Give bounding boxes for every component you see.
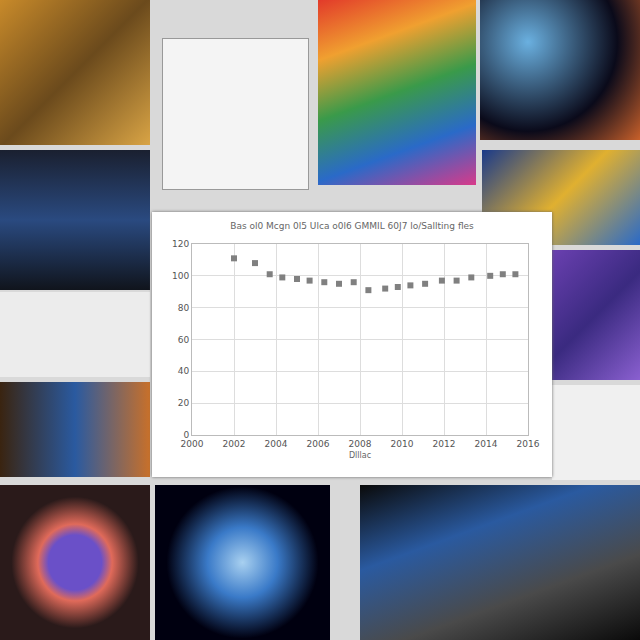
svg-text:20: 20 bbox=[178, 398, 190, 408]
svg-text:40: 40 bbox=[178, 366, 190, 376]
svg-text:2016: 2016 bbox=[517, 439, 540, 449]
svg-text:2010: 2010 bbox=[391, 439, 414, 449]
svg-text:Bas ol0 Mcgn 0l5 Ulca o0l6 GMM: Bas ol0 Mcgn 0l5 Ulca o0l6 GMMIL 60J7 lo… bbox=[230, 221, 474, 231]
svg-text:120: 120 bbox=[172, 239, 189, 249]
svg-text:2008: 2008 bbox=[349, 439, 372, 449]
svg-text:2014: 2014 bbox=[475, 439, 498, 449]
svg-text:Dlllac: Dlllac bbox=[349, 451, 371, 460]
svg-text:60: 60 bbox=[178, 335, 190, 345]
svg-text:0: 0 bbox=[183, 430, 189, 440]
svg-text:2012: 2012 bbox=[433, 439, 456, 449]
svg-text:2004: 2004 bbox=[265, 439, 288, 449]
svg-text:100: 100 bbox=[172, 271, 189, 281]
svg-text:2000: 2000 bbox=[181, 439, 204, 449]
svg-text:2006: 2006 bbox=[307, 439, 330, 449]
svg-text:2002: 2002 bbox=[223, 439, 246, 449]
svg-text:80: 80 bbox=[178, 303, 190, 313]
